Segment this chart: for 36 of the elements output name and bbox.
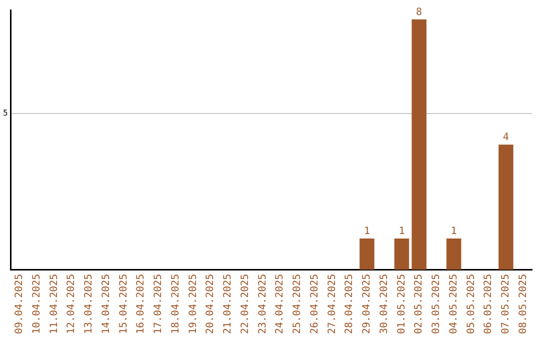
x-tick-label: 15.04.2025 [118,274,130,334]
x-tick-label: 30.04.2025 [378,274,390,334]
data-label: 1 [450,226,457,238]
x-tick-label: 20.04.2025 [205,274,216,334]
x-tick-label: 21.04.2025 [222,274,234,334]
x-tick-label: 08.05.2025 [518,274,529,334]
x-tick-label: 11.04.2025 [48,274,60,334]
x-tick-label: 23.04.2025 [257,274,268,334]
x-tick-label: 02.05.2025 [414,274,425,334]
x-tick-label: 17.04.2025 [153,274,164,334]
x-tick-label: 26.04.2025 [309,274,320,334]
data-label: 1 [398,226,405,238]
x-tick-label: 22.04.2025 [240,274,251,334]
x-tick-label: 12.04.2025 [66,274,78,334]
x-tick-label: 01.05.2025 [396,274,408,334]
x-tick-label: 27.04.2025 [326,274,338,334]
x-tick-label: 18.04.2025 [170,274,182,334]
data-label: 8 [416,6,422,18]
y-tick-label: 5 [2,108,8,118]
x-tick-label: 14.04.2025 [100,274,112,334]
x-tick-label: 09.04.2025 [14,274,26,334]
x-tick-label: 13.04.2025 [84,274,95,334]
x-tick-label: 25.04.2025 [292,274,304,334]
x-tick-label: 19.04.2025 [188,274,199,334]
x-tick-label: 16.04.2025 [136,274,147,334]
x-tick-label: 07.05.2025 [500,274,512,334]
x-tick-label: 28.04.2025 [344,274,356,334]
data-label: 1 [364,226,370,238]
x-tick-label: 10.04.2025 [31,274,42,334]
x-tick-label: 03.05.2025 [431,274,442,334]
x-tick-label: 29.04.2025 [362,274,373,334]
data-label: 4 [502,132,509,144]
x-tick-label: 06.05.2025 [483,274,494,334]
x-tick-label: 04.05.2025 [448,274,460,334]
x-tick-label: 24.04.2025 [274,274,286,334]
x-tick-label: 05.05.2025 [466,274,477,334]
